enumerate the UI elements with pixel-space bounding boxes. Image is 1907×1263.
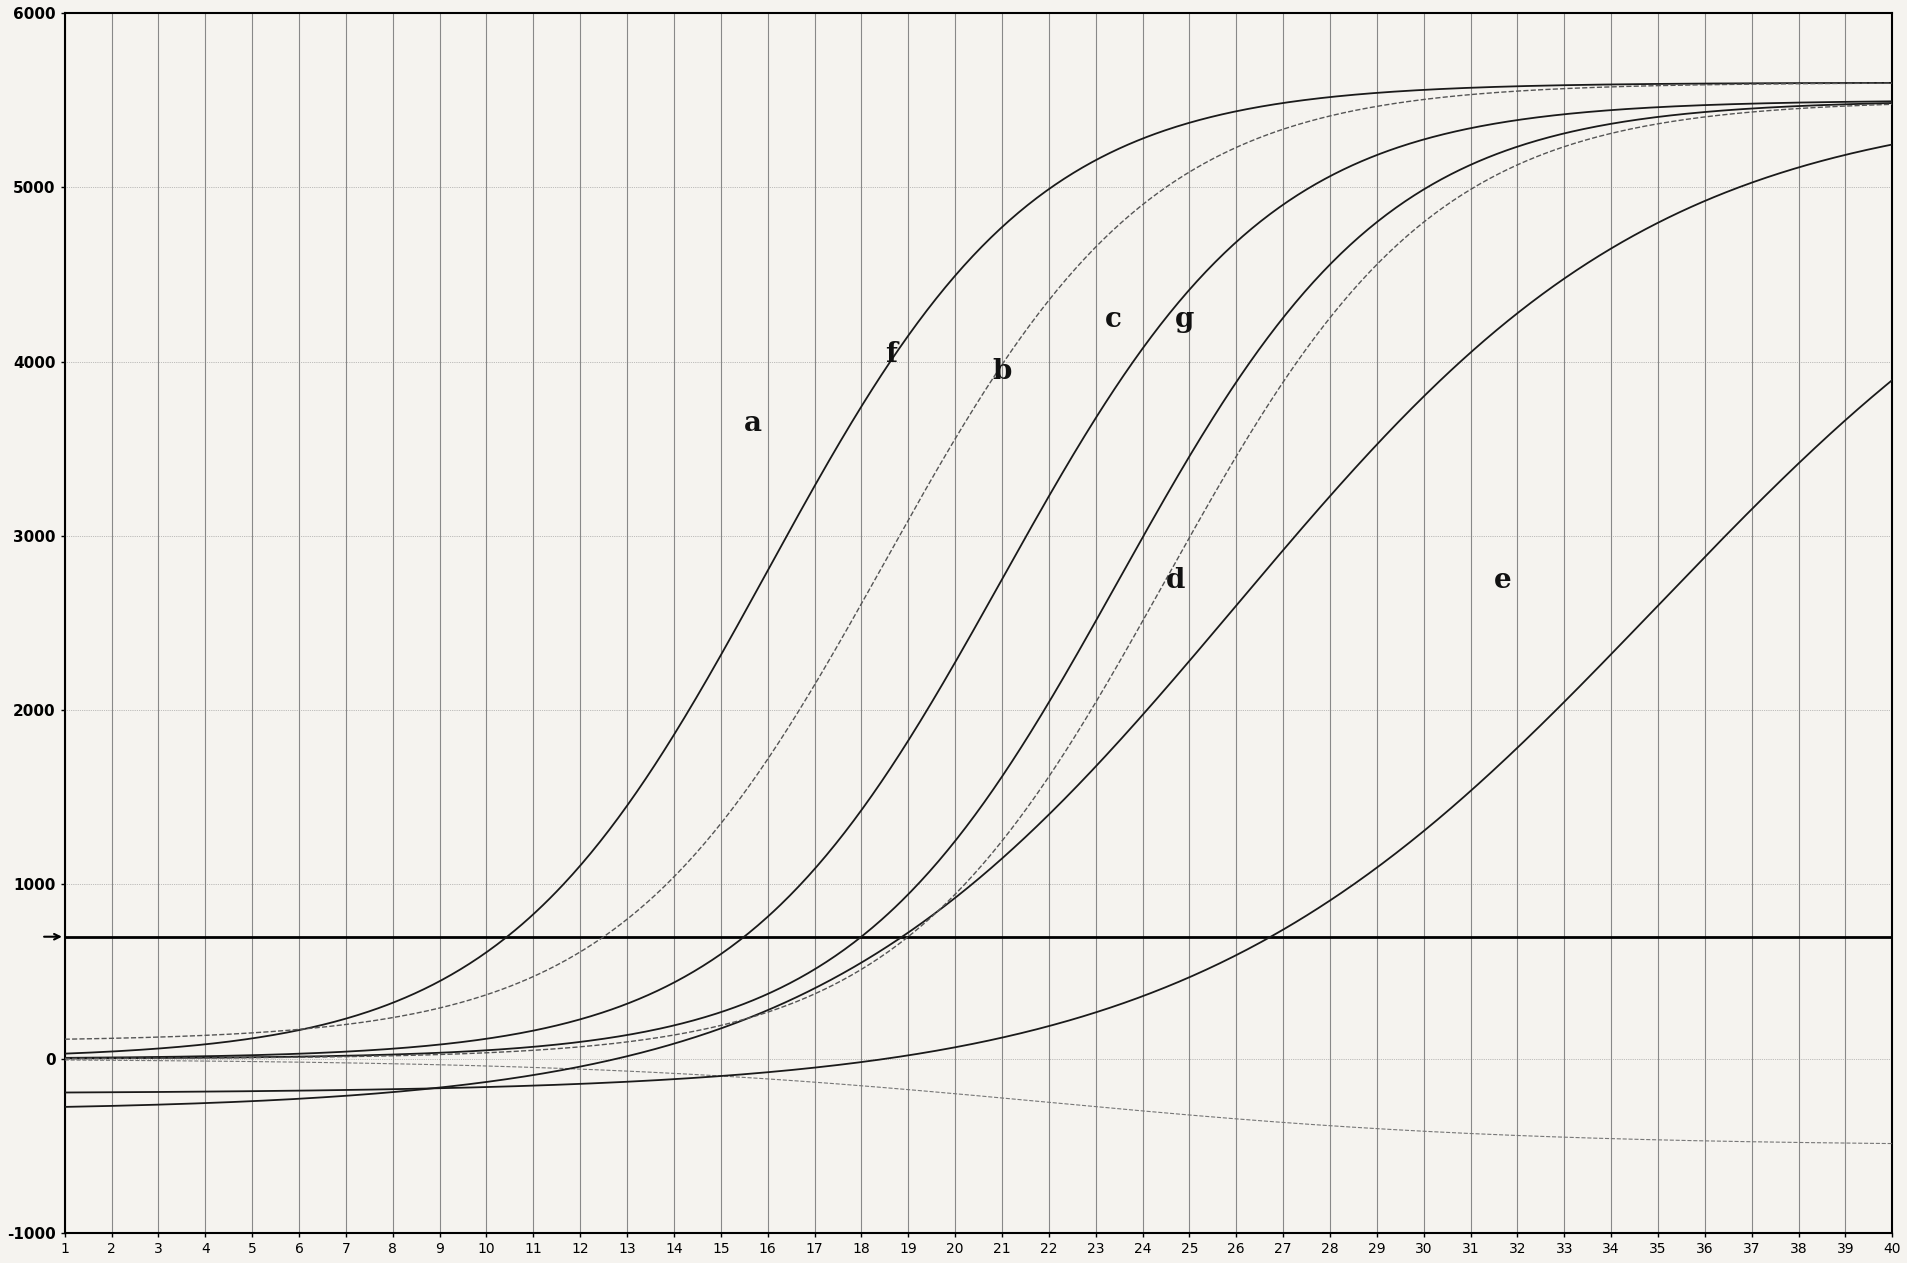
Text: a: a	[744, 410, 761, 437]
Text: e: e	[1493, 567, 1510, 594]
Text: c: c	[1104, 306, 1121, 332]
Text: b: b	[992, 357, 1011, 385]
Text: g: g	[1175, 306, 1194, 332]
Text: f: f	[885, 341, 896, 368]
Text: d: d	[1165, 567, 1184, 594]
